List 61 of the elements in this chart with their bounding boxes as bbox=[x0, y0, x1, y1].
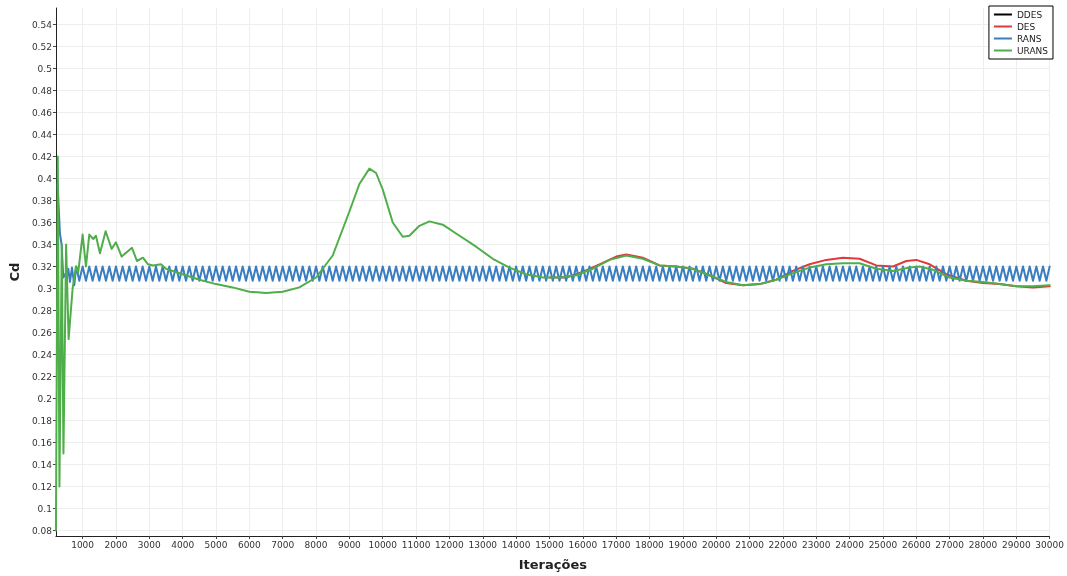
x-tick-label: 27000 bbox=[935, 539, 965, 550]
x-tick-label: 12000 bbox=[435, 539, 465, 550]
x-tick-label: 22000 bbox=[768, 539, 798, 550]
x-tick-label: 16000 bbox=[568, 539, 598, 550]
x-tick-label: 6000 bbox=[237, 539, 262, 550]
x-tick-label: 19000 bbox=[668, 539, 698, 550]
x-tick-label: 1000 bbox=[71, 539, 95, 550]
y-tick-label: 0.54 bbox=[31, 19, 53, 30]
y-tick-label: 0.2 bbox=[37, 393, 52, 404]
x-tick-label: 28000 bbox=[968, 539, 998, 550]
y-tick-label: 0.3 bbox=[37, 283, 52, 294]
x-tick-label: 15000 bbox=[535, 539, 565, 550]
x-tick-label: 18000 bbox=[635, 539, 665, 550]
x-tick-label: 17000 bbox=[601, 539, 631, 550]
y-tick-label: 0.32 bbox=[31, 261, 52, 272]
legend-label: RANS bbox=[1016, 33, 1042, 44]
x-tick-label: 25000 bbox=[868, 539, 898, 550]
x-tick-label: 21000 bbox=[735, 539, 765, 550]
x-tick-label: 8000 bbox=[304, 539, 328, 550]
y-tick-label: 0.34 bbox=[31, 239, 53, 250]
y-tick-label: 0.16 bbox=[31, 437, 53, 448]
y-tick-label: 0.24 bbox=[31, 349, 53, 360]
x-tick-label: 26000 bbox=[901, 539, 931, 550]
y-tick-label: 0.44 bbox=[31, 129, 53, 140]
x-tick-label: 30000 bbox=[1035, 539, 1065, 550]
y-tick-label: 0.08 bbox=[31, 525, 53, 536]
y-tick-label: 0.5 bbox=[37, 63, 52, 74]
y-tick-label: 0.14 bbox=[31, 459, 53, 470]
y-tick-label: 0.1 bbox=[37, 503, 52, 514]
x-tick-label: 3000 bbox=[137, 539, 162, 550]
x-tick-label: 9000 bbox=[337, 539, 362, 550]
x-tick-label: 20000 bbox=[701, 539, 731, 550]
y-tick-label: 0.12 bbox=[31, 481, 52, 492]
y-tick-label: 0.46 bbox=[31, 107, 53, 118]
line-series bbox=[54, 155, 1051, 532]
x-tick-label: 4000 bbox=[171, 539, 195, 550]
y-tick-label: 0.52 bbox=[31, 41, 52, 52]
legend-label: URANS bbox=[1016, 45, 1049, 56]
legend-label: DES bbox=[1016, 21, 1036, 32]
x-tick-label: 10000 bbox=[368, 539, 398, 550]
y-tick-label: 0.4 bbox=[37, 173, 53, 184]
legend-label: DDES bbox=[1016, 9, 1043, 20]
x-tick-label: 13000 bbox=[468, 539, 498, 550]
x-tick-label: 7000 bbox=[271, 539, 295, 550]
x-tick-label: 2000 bbox=[104, 539, 128, 550]
y-axis-title: Cd bbox=[7, 262, 22, 282]
y-tick-label: 0.22 bbox=[31, 371, 52, 382]
x-tick-label: 29000 bbox=[1002, 539, 1031, 550]
x-tick-label: 24000 bbox=[835, 539, 865, 550]
y-tick-label: 0.26 bbox=[31, 327, 53, 338]
y-tick-label: 0.48 bbox=[31, 85, 53, 96]
x-tick-label: 5000 bbox=[204, 539, 228, 550]
x-axis-title: Iterações bbox=[518, 557, 588, 572]
y-tick-label: 0.38 bbox=[31, 195, 53, 206]
y-tick-label: 0.28 bbox=[31, 305, 53, 316]
x-tick-label: 14000 bbox=[501, 539, 531, 550]
y-tick-label: 0.36 bbox=[31, 217, 53, 228]
x-tick-label: 23000 bbox=[801, 539, 831, 550]
y-tick-label: 0.18 bbox=[31, 415, 53, 426]
x-tick-label: 11000 bbox=[401, 539, 431, 550]
y-tick-label: 0.42 bbox=[31, 151, 52, 162]
